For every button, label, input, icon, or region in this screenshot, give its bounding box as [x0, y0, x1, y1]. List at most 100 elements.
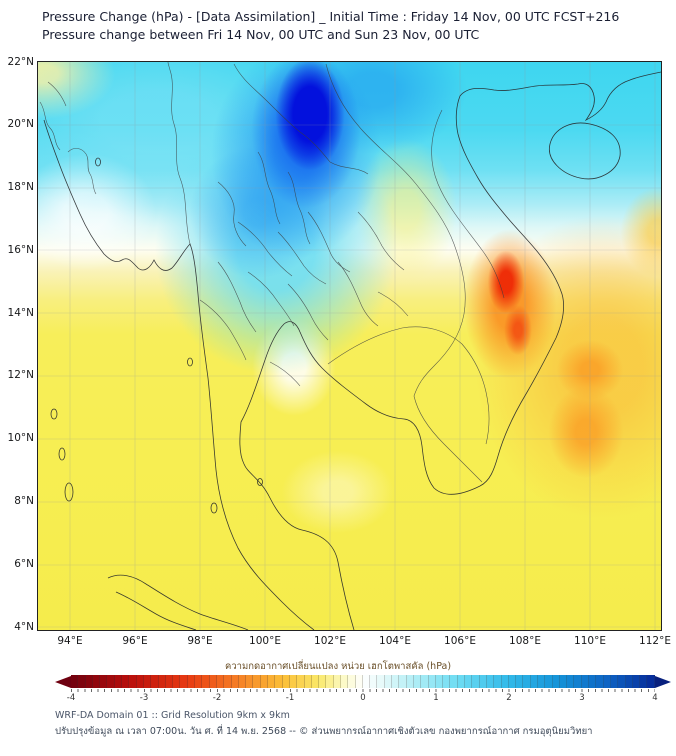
colorbar-segment [640, 675, 648, 688]
colorbar-segment [231, 675, 239, 688]
colorbar-segment [143, 675, 152, 688]
colorbar-label: ความกดอากาศเปลี่ยนแปลง หน่วย เฮกโตพาสคัล… [224, 661, 452, 672]
colorbar-segment [596, 675, 604, 688]
colorbar-segment [187, 675, 196, 688]
colorbar-segment [581, 675, 590, 688]
colorbar-segment [603, 675, 611, 688]
colorbar-segment [71, 675, 79, 688]
colorbar-segment [399, 675, 407, 688]
colorbar-segment [122, 675, 130, 688]
lat-tick-label: 6°N [14, 557, 34, 570]
colorbar-segment [552, 675, 560, 688]
colorbar-segment [158, 675, 166, 688]
colorbar-segment [508, 675, 517, 688]
province-boundaries [199, 151, 409, 387]
colorbar-segment [530, 675, 538, 688]
colorbar-segment [282, 675, 290, 688]
colorbar-tick-value: -4 [66, 693, 76, 703]
coastline-east [239, 71, 661, 630]
colorbar-segment [413, 675, 422, 688]
colorbar-left-arrow [55, 675, 71, 688]
colorbar-segment [370, 675, 378, 688]
pressure-field-shading [38, 62, 661, 630]
colorbar-segment [377, 675, 385, 688]
colorbar-tick-value: 2 [506, 693, 512, 703]
colorbar-segment [574, 675, 582, 688]
sumatra-coast-south [115, 591, 197, 630]
colorbar-segment [202, 675, 210, 688]
colorbar-segment [589, 675, 597, 688]
colorbar-segment [406, 675, 414, 688]
colorbar-segment [479, 675, 487, 688]
colorbar-segment [384, 675, 393, 688]
colorbar-segment [494, 675, 502, 688]
colorbar-segment [92, 675, 101, 688]
colorbar-tick-value: 1 [433, 693, 439, 703]
lat-tick-label: 18°N [7, 181, 34, 194]
lon-tick-label: 106°E [444, 635, 476, 647]
colorbar-segment [260, 675, 269, 688]
colorbar-segment [625, 675, 633, 688]
colorbar-segment [523, 675, 531, 688]
lon-tick-label: 98°E [187, 635, 213, 647]
lon-tick-label: 108°E [509, 635, 541, 647]
colorbar-segment [428, 675, 436, 688]
lat-tick-label: 4°N [14, 620, 34, 633]
colorbar-segment [421, 675, 429, 688]
colorbar-tick-value: -2 [212, 693, 222, 703]
lat-tick-label: 16°N [7, 243, 34, 256]
colorbar-segment [516, 675, 524, 688]
colorbar-segment [443, 675, 451, 688]
graticule [38, 62, 661, 630]
page-title: Pressure Change (hPa) - [Data Assimilati… [42, 9, 620, 24]
colorbar-tick-value: 3 [579, 693, 585, 703]
lat-tick-label: 22°N [7, 55, 34, 68]
colorbar-segment [246, 675, 254, 688]
colorbar-segment [610, 675, 619, 688]
colorbar-tick-value: -3 [139, 693, 149, 703]
colorbar-segment [224, 675, 232, 688]
colorbar-segment [348, 675, 356, 688]
myanmar-laos-border [233, 63, 331, 163]
colorbar-segment [362, 675, 371, 688]
mekong-river [325, 63, 483, 483]
lat-tick-label: 20°N [7, 118, 34, 131]
colorbar-segment [392, 675, 400, 688]
lat-tick-label: 10°N [7, 432, 34, 445]
lon-tick-label: 112°E [639, 635, 671, 647]
colorbar-right-arrow [655, 675, 671, 688]
colorbar-segment [216, 675, 225, 688]
colorbar-segment [180, 675, 188, 688]
lon-tick-label: 102°E [314, 635, 346, 647]
colorbar-segment [85, 675, 93, 688]
thailand-laos-border [329, 161, 369, 175]
lon-tick-label: 110°E [574, 635, 606, 647]
cambodia-vietnam-border [461, 343, 490, 445]
colorbar-segment [538, 675, 546, 688]
colorbar-segment [107, 675, 115, 688]
colorbar-segment [559, 675, 568, 688]
lat-tick-label: 12°N [7, 369, 34, 382]
colorbar-segment [238, 675, 247, 688]
colorbar-segment [450, 675, 458, 688]
colorbar-segment [297, 675, 305, 688]
colorbar-segment [457, 675, 466, 688]
small-islands [50, 157, 263, 514]
colorbar-body [71, 675, 655, 688]
india-bangladesh-borders [39, 81, 97, 195]
sumatra-coast [107, 574, 249, 630]
colorbar-segment [545, 675, 553, 688]
lon-tick-label: 94°E [57, 635, 83, 647]
colorbar-segment [618, 675, 626, 688]
lon-tick-label: 104°E [379, 635, 411, 647]
colorbar-segment [195, 675, 203, 688]
coastline-west [43, 119, 315, 630]
hainan-island [549, 122, 621, 180]
colorbar-segment [319, 675, 327, 688]
colorbar-segment [340, 675, 349, 688]
thailand-cambodia-border [327, 326, 463, 365]
lon-tick-label: 96°E [122, 635, 148, 647]
myanmar-thailand-border [167, 62, 191, 245]
colorbar-segment [129, 675, 137, 688]
colorbar-segment [100, 675, 108, 688]
